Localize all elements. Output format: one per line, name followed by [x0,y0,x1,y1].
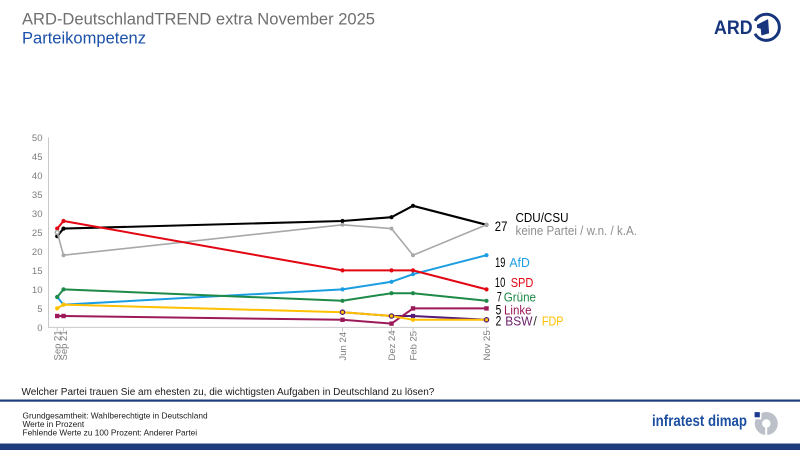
svg-text:30: 30 [32,209,43,220]
svg-text:infratest dimap: infratest dimap [652,413,747,430]
svg-text:Feb 25: Feb 25 [408,331,419,361]
svg-text:Fehlende Werte zu 100 Prozent:: Fehlende Werte zu 100 Prozent: Anderer P… [23,428,198,438]
svg-text:Welcher Partei trauen Sie am e: Welcher Partei trauen Sie am ehesten zu,… [22,387,435,398]
svg-text:7: 7 [497,288,502,304]
svg-text:keine Partei / w.n. / k.A.: keine Partei / w.n. / k.A. [516,223,638,238]
svg-text:40: 40 [32,171,43,182]
svg-text:FDP: FDP [542,314,564,329]
svg-text:Werte in Prozent: Werte in Prozent [23,419,85,429]
svg-text:BSW: BSW [505,314,533,329]
svg-text:25: 25 [32,228,43,239]
svg-text:SPD: SPD [511,275,534,290]
svg-text:Nov 25: Nov 25 [482,330,493,360]
svg-text:/: / [533,314,537,329]
svg-text:20: 20 [32,247,43,258]
svg-text:Jun 24: Jun 24 [338,332,349,361]
svg-text:Grundgesamtheit: Wahlberechtig: Grundgesamtheit: Wahlberechtigte in Deut… [23,410,208,420]
svg-text:Dez 24: Dez 24 [387,330,398,360]
svg-text:0: 0 [37,323,42,334]
svg-text:5: 5 [496,302,502,318]
svg-text:27: 27 [495,218,508,234]
svg-text:19: 19 [495,254,505,270]
svg-text:15: 15 [32,266,43,277]
svg-text:5: 5 [37,304,42,315]
svg-text:Parteikompetenz: Parteikompetenz [22,28,146,47]
svg-text:ARD-DeutschlandTREND extra Nov: ARD-DeutschlandTREND extra November 2025 [22,10,375,29]
svg-text:Sep 21: Sep 21 [59,330,70,360]
svg-text:45: 45 [32,152,43,163]
svg-text:Linke: Linke [504,303,532,318]
svg-text:10: 10 [32,285,43,296]
svg-text:AfD: AfD [509,255,529,270]
svg-text:35: 35 [32,190,43,201]
svg-text:ARD: ARD [714,17,753,39]
svg-text:2: 2 [496,313,502,329]
svg-text:50: 50 [32,133,43,144]
svg-text:Sep 21: Sep 21 [53,330,64,360]
svg-text:CDU/CSU: CDU/CSU [516,210,569,225]
svg-text:10: 10 [495,274,506,290]
svg-text:Grüne: Grüne [504,289,536,304]
